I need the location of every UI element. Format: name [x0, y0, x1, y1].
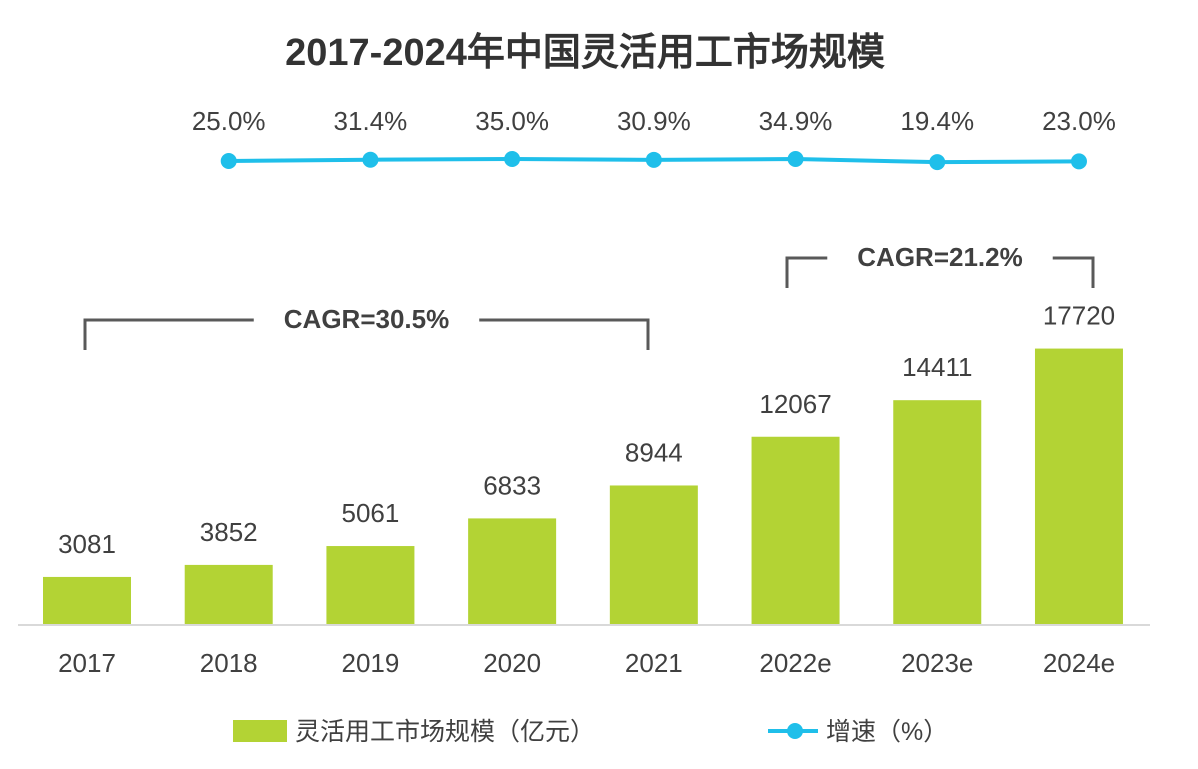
x-tick-label: 2021: [625, 648, 683, 678]
legend-bar-swatch: [233, 720, 287, 742]
x-axis-labels: 2017 2018 2019 2020 2021 2022e 2023e 2024e: [58, 648, 1115, 678]
growth-value-label: 34.9%: [759, 106, 833, 136]
x-tick-label: 2024e: [1043, 648, 1115, 678]
bar-2024e: [1034, 348, 1123, 625]
bar-2019: [326, 546, 415, 625]
bar-value-label: 14411: [902, 352, 972, 382]
growth-point: [220, 153, 237, 169]
x-tick-label: 2017: [58, 648, 116, 678]
legend-line-label: 增速（%）: [826, 718, 948, 746]
growth-point: [504, 151, 521, 167]
cagr-label: CAGR=21.2%: [857, 242, 1022, 272]
bar-value-label: 3081: [58, 529, 116, 559]
x-tick-label: 2020: [483, 648, 541, 678]
growth-point: [362, 151, 379, 168]
growth-point: [787, 151, 804, 168]
growth-value-label: 23.0%: [1042, 106, 1116, 136]
growth-value-label: 31.4%: [334, 106, 408, 136]
cagr-bracket-line: [785, 256, 1095, 288]
cagr-label: CAGR=30.5%: [284, 304, 449, 334]
growth-point: [645, 151, 662, 168]
growth-value-label: 25.0%: [192, 106, 266, 136]
bar-2023e: [893, 400, 982, 625]
bar-value-label: 12067: [759, 389, 831, 419]
cagr-annotations: CAGR=30.5% CAGR=21.2%: [83, 242, 1095, 350]
x-tick-label: 2022e: [759, 648, 831, 678]
growth-line-series: 25.0% 31.4% 35.0% 30.9% 34.9% 19.4% 23.0%: [192, 106, 1116, 171]
legend-bar-label: 灵活用工市场规模（亿元）: [295, 718, 595, 746]
bar-2021: [609, 485, 698, 625]
growth-value-label: 19.4%: [900, 106, 974, 136]
bar-value-label: 5061: [341, 498, 399, 528]
bar-value-label: 6833: [483, 470, 541, 500]
bar-value-label: 8944: [625, 437, 683, 467]
bar-2020: [468, 518, 557, 625]
growth-point: [929, 154, 946, 171]
bar-2022e: [751, 436, 840, 625]
x-tick-label: 2018: [200, 648, 258, 678]
legend: 灵活用工市场规模（亿元） 增速（%）: [233, 718, 948, 746]
cagr-bracket-line: [83, 318, 650, 350]
growth-value-label: 35.0%: [475, 106, 549, 136]
bar-2017: [43, 576, 131, 625]
growth-point: [1070, 153, 1087, 170]
chart-title: 2017-2024年中国灵活用工市场规模: [285, 32, 885, 74]
legend-line-marker: [787, 723, 803, 739]
bar-value-label: 3852: [200, 517, 258, 547]
bar-2018: [184, 564, 273, 625]
bar-value-label: 17720: [1043, 301, 1115, 331]
bar-series: 3081 3852 5061 6833 8944 12067 14411 17720: [43, 301, 1123, 625]
x-tick-label: 2023e: [901, 648, 973, 678]
growth-value-label: 30.9%: [617, 106, 691, 136]
x-tick-label: 2019: [341, 648, 399, 678]
